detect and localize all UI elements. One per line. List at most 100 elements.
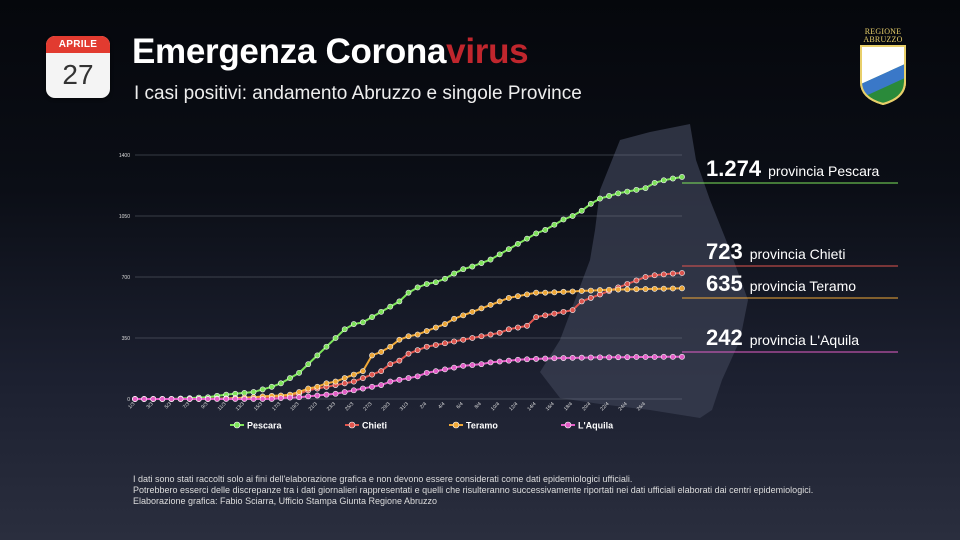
point-laquila-58	[660, 353, 667, 360]
point-chieti-34	[442, 340, 448, 347]
point-teramo-47	[560, 288, 567, 295]
point-pescara-60	[679, 174, 685, 180]
point-teramo-22	[332, 378, 339, 385]
point-chieti-49	[578, 298, 585, 305]
point-pescara-26	[369, 314, 375, 320]
calendar-day: 27	[62, 59, 94, 90]
point-laquila-27	[378, 382, 385, 388]
point-chieti-46	[551, 310, 558, 317]
point-teramo-37	[469, 308, 476, 315]
point-laquila-28	[387, 378, 394, 385]
point-laquila-9	[214, 396, 220, 402]
point-chieti-28	[387, 361, 394, 368]
point-chieti-59	[669, 270, 676, 277]
title-accent: virus	[446, 32, 529, 71]
x-tick-label-9: 19/3	[289, 401, 300, 412]
point-laquila-53	[615, 354, 622, 361]
point-laquila-31	[414, 373, 421, 380]
point-pescara-59	[669, 175, 676, 182]
point-chieti-56	[642, 274, 649, 280]
point-pescara-52	[606, 193, 612, 199]
point-pescara-57	[651, 179, 658, 186]
point-pescara-46	[551, 221, 558, 228]
point-laquila-7	[195, 396, 202, 402]
x-tick-label-22: 14/4	[526, 401, 537, 412]
callout-teramo: 635 provincia Teramo	[706, 271, 856, 296]
x-tick-label-11: 23/3	[326, 401, 337, 412]
point-chieti-54	[624, 281, 631, 287]
point-pescara-14	[259, 386, 266, 393]
point-laquila-37	[469, 362, 476, 368]
point-pescara-42	[515, 240, 521, 247]
chart-series	[132, 174, 685, 402]
callout-text-laquila: provincia L'Aquila	[750, 332, 860, 348]
point-pescara-56	[642, 185, 649, 192]
point-teramo-31	[414, 331, 421, 338]
point-teramo-39	[487, 301, 494, 308]
calendar-icon: APRILE 27	[46, 36, 110, 98]
point-teramo-23	[341, 375, 348, 381]
point-pescara-23	[341, 326, 348, 333]
point-pescara-15	[268, 383, 275, 390]
point-chieti-37	[469, 335, 476, 341]
point-laquila-6	[186, 396, 193, 402]
point-teramo-52	[606, 286, 612, 293]
x-tick-label-21: 12/4	[508, 401, 519, 412]
point-laquila-3	[159, 396, 166, 402]
point-pescara-45	[542, 227, 549, 233]
point-teramo-46	[551, 289, 558, 296]
point-teramo-36	[460, 312, 467, 319]
point-laquila-38	[478, 361, 485, 368]
region-logo: REGIONE ABRUZZO	[857, 28, 909, 111]
point-pescara-30	[405, 289, 412, 296]
callout-value-laquila: 242	[706, 325, 743, 350]
y-tick-label-1: 350	[122, 336, 131, 342]
point-pescara-36	[460, 266, 467, 273]
legend-marker-chieti	[348, 421, 356, 429]
callout-value-pescara: 1.274	[706, 156, 762, 181]
point-teramo-30	[405, 333, 412, 340]
point-pescara-29	[396, 298, 403, 305]
point-laquila-32	[423, 369, 430, 376]
point-chieti-38	[478, 333, 485, 340]
point-laquila-16	[277, 395, 284, 402]
point-chieti-24	[350, 378, 357, 385]
point-teramo-60	[679, 285, 685, 292]
point-laquila-33	[432, 368, 439, 375]
point-laquila-52	[606, 354, 612, 361]
calendar-month: APRILE	[46, 36, 110, 53]
footnote-line-3: Elaborazione grafica: Fabio Sciarra, Uff…	[133, 496, 437, 506]
point-pescara-53	[615, 190, 622, 197]
point-pescara-33	[432, 279, 439, 286]
point-chieti-25	[360, 375, 366, 381]
point-laquila-22	[332, 390, 339, 397]
x-tick-label-6: 13/3	[235, 401, 246, 412]
point-chieti-50	[587, 295, 594, 301]
x-tick-label-3: 7/3	[182, 401, 191, 410]
point-pescara-21	[323, 343, 330, 350]
logo-line-1: REGIONE	[864, 27, 902, 36]
point-laquila-44	[533, 356, 540, 362]
point-chieti-33	[432, 342, 439, 348]
point-chieti-32	[423, 343, 430, 350]
point-teramo-26	[369, 352, 375, 359]
x-tick-label-10: 21/3	[308, 401, 319, 412]
point-laquila-1	[141, 396, 148, 402]
point-teramo-55	[633, 286, 640, 293]
point-chieti-58	[660, 271, 667, 278]
point-chieti-26	[369, 371, 375, 378]
point-pescara-38	[478, 260, 485, 266]
point-laquila-19	[305, 393, 312, 400]
point-teramo-38	[478, 305, 485, 312]
point-laquila-17	[287, 394, 293, 401]
point-pescara-51	[597, 195, 603, 202]
point-pescara-35	[451, 270, 457, 277]
x-tick-label-5: 11/3	[217, 401, 228, 412]
point-laquila-59	[669, 353, 676, 360]
point-laquila-11	[232, 396, 239, 402]
y-tick-label-3: 1050	[119, 214, 130, 220]
point-laquila-56	[642, 354, 649, 360]
point-chieti-23	[341, 380, 348, 387]
x-tick-label-0: 1/3	[127, 401, 136, 410]
x-tick-label-28: 26/4	[636, 401, 647, 412]
